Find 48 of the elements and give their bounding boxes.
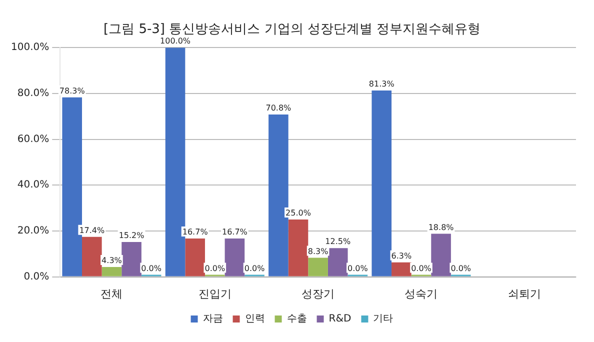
data-label: 78.3% [59,86,86,96]
data-label: 8.3% [308,246,329,256]
data-label: 6.3% [391,251,412,260]
data-label: 25.0% [286,208,312,218]
y-tick-label: 60.0% [17,134,50,145]
x-tick-label: 성숙기 [404,287,438,300]
legend-label: 수출 [286,314,307,325]
data-label: 16.7% [182,228,208,237]
legend-label: 자금 [202,314,223,325]
data-label: 0.0% [204,264,226,273]
bar [122,242,142,276]
x-tick-label: 쇠퇴기 [508,287,541,300]
bar [224,238,245,276]
bar [102,266,122,276]
bar [288,220,308,276]
data-label: 70.8% [266,104,292,113]
bar [308,258,328,276]
data-label: 0.0% [348,264,368,273]
data-label: 81.3% [368,80,395,89]
bar [392,262,412,276]
chart-title: [그림 5-3] 통신방송서비스 기업의 성장단계별 정부지원수혜유형 [103,22,481,38]
y-tick-label: 100.0% [10,42,50,54]
data-label: 16.7% [222,228,248,237]
x-tick-label: 전체 [100,287,123,300]
x-tick-label: 성장기 [302,287,335,300]
bar [328,248,348,276]
data-label: 17.4% [79,226,106,235]
data-label: 0.0% [450,264,472,273]
data-label: 12.5% [325,237,351,246]
legend-label: R&D [328,314,352,325]
x-tick-label: 진입기 [198,287,232,300]
data-label: 0.0% [244,264,266,273]
data-label: 18.8% [428,222,454,232]
y-tick-label: 80.0% [17,88,50,100]
legend-label: 인력 [244,314,265,325]
data-label: 0.0% [141,264,162,273]
data-label: 100.0% [160,36,191,46]
y-tick-label: 40.0% [17,180,50,191]
y-tick-label: 20.0% [17,226,50,237]
data-label: 4.3% [102,256,122,266]
bar [372,90,392,276]
bar [431,234,451,276]
legend-label: 기타 [373,314,394,325]
data-label: 15.2% [118,231,145,240]
data-label: 0.0% [411,264,432,273]
bar [82,236,102,276]
y-tick-label: 0.0% [24,271,50,282]
bar [185,238,205,276]
